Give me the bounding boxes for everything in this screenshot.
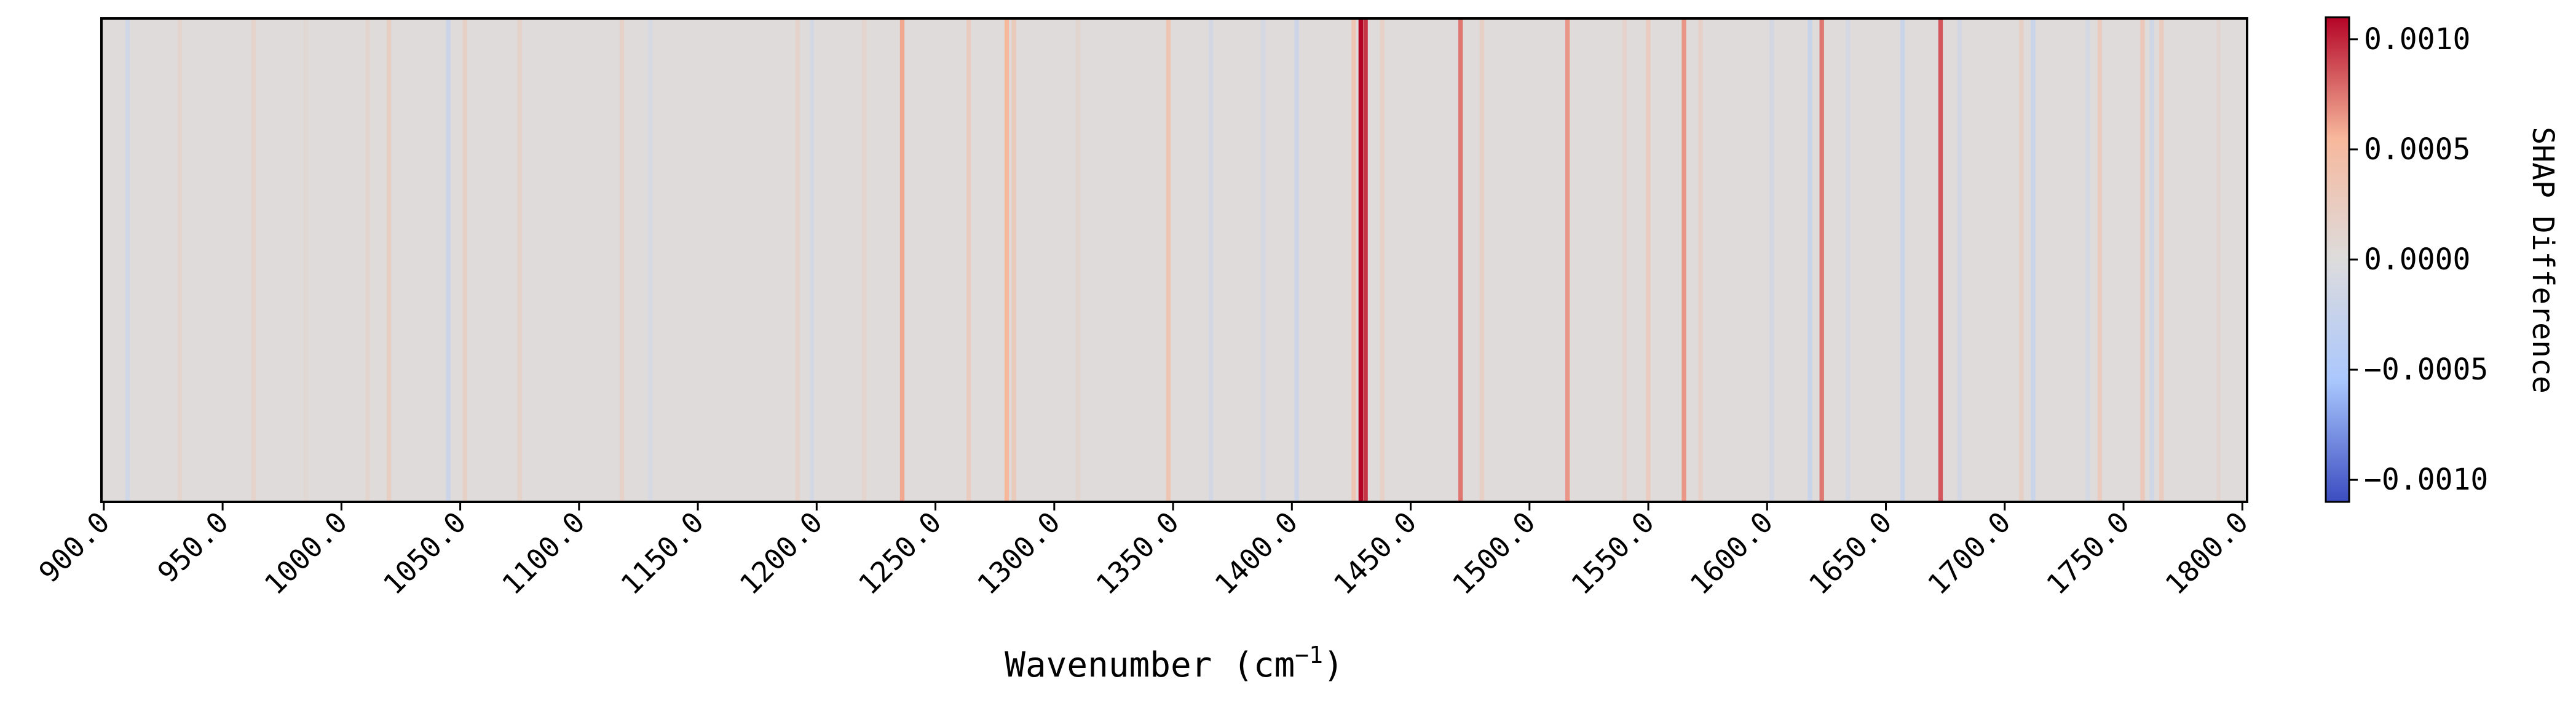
x-axis-title-close: ) bbox=[1323, 645, 1344, 685]
heatmap-band bbox=[2159, 18, 2164, 502]
heatmap-band bbox=[1622, 18, 1627, 502]
x-tick-label: 1700.0 bbox=[1921, 506, 2017, 602]
heatmap-band bbox=[2019, 18, 2024, 502]
heatmap-band bbox=[462, 18, 467, 502]
heatmap-band bbox=[2149, 18, 2155, 502]
colorbar-tick-label: 0.0010 bbox=[2364, 22, 2470, 57]
heatmap-bands bbox=[125, 18, 2221, 502]
heatmap-band bbox=[1075, 18, 1081, 502]
x-tick-label: 1300.0 bbox=[971, 506, 1067, 602]
heatmap-band bbox=[386, 18, 392, 502]
plot-area bbox=[100, 17, 2248, 503]
heatmap-band bbox=[1458, 18, 1463, 502]
heatmap-band bbox=[1261, 18, 1266, 502]
x-tick-label: 950.0 bbox=[151, 506, 235, 589]
x-tick-label: 1150.0 bbox=[614, 506, 710, 602]
heatmap-band bbox=[1166, 18, 1171, 502]
heatmap-band bbox=[1358, 18, 1364, 502]
heatmap-band bbox=[1479, 18, 1485, 502]
heatmap-band bbox=[1681, 18, 1686, 502]
x-tick-label: 1450.0 bbox=[1327, 506, 1423, 602]
heatmap-band bbox=[966, 18, 971, 502]
x-axis-title: Wavenumber (cm−1) bbox=[1005, 641, 1344, 685]
colorbar-tick-label: 0.0000 bbox=[2364, 242, 2470, 277]
heatmap-band bbox=[303, 18, 309, 502]
heatmap-band bbox=[648, 18, 653, 502]
plot-frame bbox=[100, 17, 2248, 503]
x-tick-label: 1600.0 bbox=[1683, 506, 1779, 602]
colorbar-tick-label: −0.0010 bbox=[2364, 463, 2488, 497]
x-tick-label: 1550.0 bbox=[1565, 506, 1661, 602]
colorbar: 0.0010 0.0005 0.0000 −0.0005 −0.0010 SHAP Di… bbox=[2325, 16, 2560, 503]
x-tick-label: 1250.0 bbox=[852, 506, 948, 602]
x-tick-label: 1400.0 bbox=[1208, 506, 1304, 602]
heatmap-band bbox=[1294, 18, 1299, 502]
heatmap-band bbox=[1846, 18, 1851, 502]
colorbar-label: SHAP Difference bbox=[2526, 127, 2560, 393]
heatmap-band bbox=[251, 18, 256, 502]
x-tick-label: 900.0 bbox=[33, 506, 116, 589]
colorbar-ticks: 0.0010 0.0005 0.0000 −0.0005 −0.0010 bbox=[2349, 22, 2488, 497]
heatmap-band bbox=[1698, 18, 1703, 502]
heatmap-band bbox=[1011, 18, 1016, 502]
x-axis: 900.0 950.0 1000.0 1050.0 1100.0 1150.0 1200.0… bbox=[33, 502, 2254, 602]
x-tick-label: 1350.0 bbox=[1089, 506, 1185, 602]
x-tick-label: 1800.0 bbox=[2159, 506, 2254, 602]
heatmap-band bbox=[517, 18, 522, 502]
heatmap-band bbox=[1900, 18, 1905, 502]
heatmap-band bbox=[365, 18, 370, 502]
heatmap-band bbox=[1819, 18, 1824, 502]
heatmap-band bbox=[899, 18, 905, 502]
heatmap-background bbox=[101, 18, 2247, 502]
heatmap-band bbox=[1957, 18, 1962, 502]
heatmap-band bbox=[619, 18, 625, 502]
colorbar-gradient bbox=[2325, 16, 2350, 503]
heatmap-band bbox=[1380, 18, 1385, 502]
heatmap-band bbox=[1808, 18, 1812, 502]
colorbar-tick-label: 0.0005 bbox=[2364, 132, 2470, 167]
heatmap-band bbox=[809, 18, 815, 502]
x-tick-label: 1100.0 bbox=[496, 506, 591, 602]
heatmap-band bbox=[1565, 18, 1570, 502]
heatmap-band bbox=[1363, 18, 1368, 502]
heatmap-band bbox=[1938, 18, 1943, 502]
x-tick-label: 1650.0 bbox=[1803, 506, 1898, 602]
heatmap-band bbox=[2216, 18, 2221, 502]
heatmap-band bbox=[2085, 18, 2090, 502]
heatmap-band bbox=[1209, 18, 1214, 502]
heatmap-band bbox=[795, 18, 800, 502]
heatmap-band bbox=[2097, 18, 2103, 502]
heatmap-band bbox=[1351, 18, 1356, 502]
heatmap-band bbox=[1646, 18, 1651, 502]
heatmap-band bbox=[177, 18, 183, 502]
x-axis-title-superscript: −1 bbox=[1295, 641, 1323, 669]
colorbar-tick-label: −0.0005 bbox=[2364, 352, 2488, 387]
x-tick-label: 1750.0 bbox=[2040, 506, 2136, 602]
x-tick-label: 1200.0 bbox=[733, 506, 829, 602]
heatmap-band bbox=[125, 18, 130, 502]
x-tick-label: 1050.0 bbox=[377, 506, 473, 602]
heatmap-band bbox=[861, 18, 867, 502]
x-tick-label: 1500.0 bbox=[1446, 506, 1542, 602]
heatmap-band bbox=[2031, 18, 2036, 502]
heatmap-band bbox=[1004, 18, 1009, 502]
heatmap-band bbox=[2140, 18, 2145, 502]
heatmap-band bbox=[446, 18, 451, 502]
x-tick-label: 1000.0 bbox=[258, 506, 354, 602]
heatmap-band bbox=[1769, 18, 1774, 502]
